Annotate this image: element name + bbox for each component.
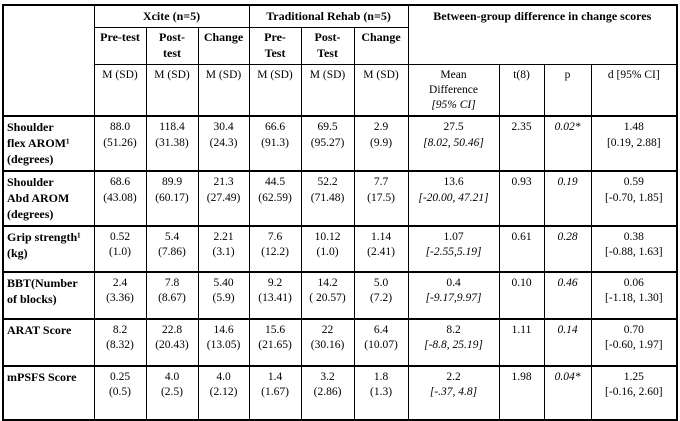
subheader-row: Pre-test Post- test Change Pre- Test Pos…: [3, 26, 677, 65]
mean-difference-cell: 13.6 [-20.00, 47.21]: [407, 170, 500, 227]
xcite-cell: 2.21 (3.1): [197, 224, 250, 273]
table-row: ARAT Score 8.2 (8.32) 22.8 (20.43) 14.6 (13.05…: [2, 317, 678, 367]
group-header-row: Xcite (n=5) Traditional Rehab (n=5) Betw…: [2, 4, 678, 117]
stat-header-row: M (SD) M (SD) M (SD) M (SD) M (SD) M (SD…: [3, 63, 678, 118]
traditional-cell: 44.5 (62.59): [248, 170, 302, 227]
d-value-cell: 1.25 [-0.16, 2.60]: [590, 364, 678, 421]
xcite-cell: 89.9 (60.17): [145, 170, 199, 227]
t-value-cell: 0.61: [498, 224, 545, 273]
group-header-traditional: Traditional Rehab (n=5): [248, 4, 409, 28]
traditional-cell: 15.6 (21.65): [248, 317, 302, 367]
table-row: BBT(Number of blocks) 2.4 (3.36) 7.8 (8.67) 5…: [2, 270, 678, 320]
traditional-cell: 6.4 (10.07): [353, 317, 409, 367]
xcite-cell: 14.6 (13.05): [197, 317, 250, 367]
table-row: mPSFS Score 0.25 (0.5) 4.0 (2.5) 4.0 (2.12) 1.4…: [2, 364, 678, 421]
traditional-cell: 2.9 (9.9): [353, 115, 409, 172]
col-header-xcite-change: Change: [197, 26, 250, 65]
mean-difference-header-ci: [95% CI]: [431, 99, 476, 112]
p-value-cell: 0.04*: [543, 364, 592, 421]
xcite-cell: 4.0 (2.5): [145, 364, 199, 421]
traditional-cell: 9.2 (13.41): [248, 270, 302, 320]
p-value-cell: 0.28: [543, 224, 592, 273]
traditional-cell: 7.6 (12.2): [248, 224, 302, 273]
traditional-cell: 7.7 (17.5): [353, 170, 409, 227]
xcite-cell: 21.3 (27.49): [197, 170, 250, 227]
row-label: mPSFS Score: [2, 364, 95, 421]
row-label: BBT(Number of blocks): [2, 270, 95, 320]
t-value-cell: 1.11: [498, 317, 545, 367]
traditional-cell: 3.2 (2.86): [300, 364, 355, 421]
xcite-cell: 30.4 (24.3): [197, 115, 250, 172]
traditional-cell: 1.8 (1.3): [353, 364, 409, 421]
mean-difference-cell: 27.5 [8.02, 50.46]: [407, 115, 500, 172]
mean-difference-cell: 1.07 [-2.55,5.19]: [407, 224, 500, 273]
xcite-cell: 5.40 (5.9): [197, 270, 250, 320]
corner-cell: [2, 4, 95, 117]
mean-difference-cell: 2.2 [-.37, 4.8]: [407, 364, 500, 421]
col-header-trad-posttest: Post- Test: [300, 26, 355, 65]
xcite-cell: 4.0 (2.12): [197, 364, 250, 421]
p-value-cell: 0.14: [543, 317, 592, 367]
mean-difference-header-text: Mean Difference: [429, 68, 478, 96]
table-row: Shoulder Abd AROM (degrees) 68.6 (43.08) 89…: [2, 170, 678, 227]
traditional-cell: 1.4 (1.67): [248, 364, 302, 421]
traditional-cell: 22 (30.16): [300, 317, 355, 367]
msd-header: M (SD): [145, 63, 199, 118]
traditional-cell: 1.14 (2.41): [353, 224, 409, 273]
xcite-cell: 22.8 (20.43): [145, 317, 199, 367]
p-value-cell: 0.02*: [543, 115, 592, 172]
table-row: Shoulder flex AROM¹ (degrees) 88.0 (51.26)…: [2, 115, 678, 172]
d-value-cell: 0.59 [-0.70, 1.85]: [590, 170, 678, 227]
traditional-cell: 66.6 (91.3): [248, 115, 302, 172]
t-header: t(8): [498, 63, 545, 118]
mean-difference-header: Mean Difference [95% CI]: [407, 63, 500, 118]
t-value-cell: 2.35: [498, 115, 545, 172]
xcite-cell: 2.4 (3.36): [93, 270, 147, 320]
mean-difference-cell: 8.2 [-8.8, 25.19]: [407, 317, 500, 367]
xcite-cell: 8.2 (8.32): [93, 317, 147, 367]
msd-header: M (SD): [248, 63, 302, 118]
traditional-cell: 52.2 (71.48): [300, 170, 355, 227]
d-value-cell: 0.70 [-0.60, 1.97]: [590, 317, 678, 367]
col-header-xcite-posttest: Post- test: [145, 26, 199, 65]
traditional-cell: 14.2( 20.57): [300, 270, 355, 320]
col-header-xcite-pretest: Pre-test: [93, 26, 147, 65]
traditional-cell: 69.5 (95.27): [300, 115, 355, 172]
msd-header: M (SD): [300, 63, 355, 118]
t-value-cell: 1.98: [498, 364, 545, 421]
row-label: Grip strength¹ (kg): [2, 224, 95, 273]
d-value-cell: 1.48 [0.19, 2.88]: [590, 115, 678, 172]
xcite-cell: 5.4 (7.86): [145, 224, 199, 273]
col-header-trad-pretest: Pre- Test: [248, 26, 302, 65]
d-header: d [95% CI]: [590, 63, 678, 118]
row-label: Shoulder flex AROM¹ (degrees): [2, 115, 95, 172]
d-value-cell: 0.06 [-1.18, 1.30]: [590, 270, 678, 320]
results-table: Xcite (n=5) Traditional Rehab (n=5) Betw…: [2, 4, 679, 421]
p-header: p: [543, 63, 592, 118]
xcite-cell: 68.6 (43.08): [93, 170, 147, 227]
t-value-cell: 0.93: [498, 170, 545, 227]
row-label: Shoulder Abd AROM (degrees): [2, 170, 95, 227]
msd-header: M (SD): [197, 63, 250, 118]
traditional-cell: 5.0 (7.2): [353, 270, 409, 320]
msd-header: M (SD): [353, 63, 409, 118]
traditional-cell: 10.12 (1.0): [300, 224, 355, 273]
msd-header: M (SD): [93, 63, 147, 118]
mean-difference-cell: 0.4 [-9.17,9.97]: [407, 270, 500, 320]
table-row: Grip strength¹ (kg) 0.52 (1.0) 5.4 (7.86) 2.2…: [2, 224, 678, 273]
row-label: ARAT Score: [2, 317, 95, 367]
xcite-cell: 0.52 (1.0): [93, 224, 147, 273]
group-header-between: Between-group difference in change score…: [407, 4, 678, 65]
p-value-cell: 0.19: [543, 170, 592, 227]
d-value-cell: 0.38 [-0.88, 1.63]: [590, 224, 678, 273]
xcite-cell: 118.4 (31.38): [145, 115, 199, 172]
xcite-cell: 7.8 (8.67): [145, 270, 199, 320]
p-value-cell: 0.46: [543, 270, 592, 320]
group-header-xcite: Xcite (n=5): [93, 4, 250, 28]
col-header-trad-change: Change: [353, 26, 409, 65]
xcite-cell: 88.0 (51.26): [93, 115, 147, 172]
xcite-cell: 0.25 (0.5): [93, 364, 147, 421]
t-value-cell: 0.10: [498, 270, 545, 320]
